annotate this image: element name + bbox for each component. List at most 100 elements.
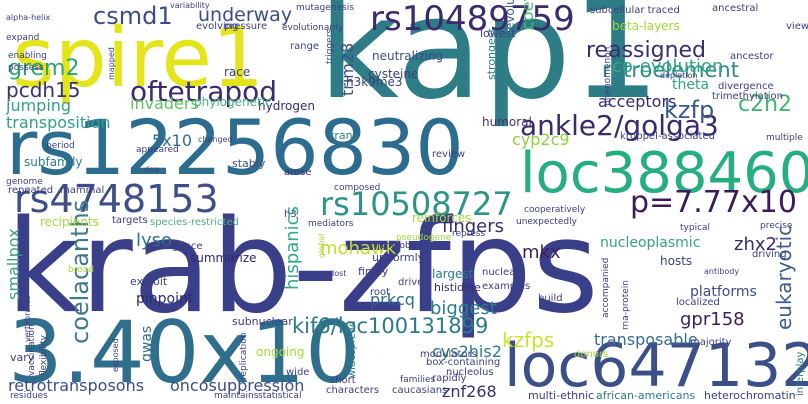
word: hydrogen: [258, 99, 315, 113]
word: grem2: [8, 56, 80, 81]
word: characters: [326, 385, 380, 396]
word: pcdh15: [6, 78, 81, 102]
word: kap1: [318, 0, 661, 131]
word: antibody: [704, 267, 740, 276]
word: localized: [676, 297, 720, 308]
word: rs10489759: [370, 0, 575, 39]
word: subcellular traced: [590, 5, 680, 16]
word: loc388460: [520, 141, 808, 206]
word: exposed: [111, 338, 120, 372]
word: ongoing: [256, 345, 305, 359]
word: accompanied: [601, 257, 611, 318]
word: emergence: [146, 241, 203, 252]
word: fingers: [442, 216, 505, 237]
word: uniformly: [372, 251, 425, 264]
word: finely: [358, 265, 389, 278]
word: triggers: [325, 28, 335, 64]
word: expand: [6, 33, 40, 43]
word: evolutionary: [503, 0, 517, 30]
word: precise: [760, 221, 793, 231]
word: modulators: [420, 349, 477, 360]
word: vary: [10, 351, 35, 364]
word: cysteine: [368, 67, 419, 81]
word: transposable: [594, 330, 698, 349]
word: repeated: [8, 185, 54, 196]
word: heterochromatin: [704, 389, 796, 402]
word: retroelement: [602, 58, 739, 82]
word: genome: [6, 177, 43, 187]
word: pinpoint: [136, 291, 194, 307]
word: biggest: [430, 298, 497, 319]
word: histidine: [434, 281, 481, 294]
word: typical: [680, 223, 711, 233]
word: prkcq: [370, 290, 415, 309]
word: lyso: [136, 230, 173, 251]
word: families: [400, 375, 436, 385]
word: theta: [672, 77, 710, 93]
word: repress: [452, 229, 486, 239]
word: recipients: [40, 215, 99, 229]
word: review: [432, 149, 466, 160]
word: reassigned: [586, 38, 707, 63]
word: oftetrapod: [130, 75, 278, 108]
word: wide: [286, 367, 310, 378]
word: stably: [232, 157, 266, 170]
word: residues: [10, 391, 48, 401]
word: retrotransposons: [8, 376, 145, 395]
word: rs4748153: [14, 177, 219, 221]
word: root: [370, 287, 391, 298]
word: eukaryotic: [772, 224, 796, 330]
word: view: [786, 21, 808, 32]
word: epigenetic: [348, 301, 390, 310]
word: race: [224, 65, 251, 79]
word: krab-zfps: [6, 193, 599, 342]
word: pressure: [224, 21, 268, 32]
word: depletion: [660, 71, 698, 80]
word: mediators: [308, 219, 354, 229]
word: global: [317, 233, 326, 258]
word: loc647132: [504, 331, 808, 401]
word: humoral: [482, 115, 532, 129]
word: multiple: [766, 133, 803, 143]
word: kzfp: [664, 96, 715, 124]
word: 5x10: [152, 131, 193, 150]
word: lowest: [480, 27, 516, 40]
word: examples: [482, 281, 531, 292]
word: cyp2c9: [512, 130, 570, 149]
word: gpr158: [680, 309, 745, 330]
word: evolving: [196, 21, 239, 32]
word: mkx: [522, 242, 561, 263]
word: period: [46, 141, 75, 151]
word: arms: [172, 267, 198, 278]
word: p=7.77x10: [630, 185, 797, 220]
word: underway: [198, 4, 293, 26]
word: cooperatively: [524, 205, 586, 215]
word: largest: [432, 267, 474, 281]
word: species-restricted: [150, 217, 239, 228]
word: homeobox: [374, 241, 422, 251]
word: nucleoplasmic: [600, 235, 701, 251]
word: oncosuppression: [170, 376, 305, 395]
word: statistical: [258, 391, 302, 401]
word: ankle2/golga3: [520, 109, 719, 142]
word: flexibility: [39, 335, 49, 376]
word: majority: [690, 337, 732, 348]
word: jumping: [6, 96, 72, 115]
word: neutralizing: [372, 49, 444, 63]
word: zhx2: [734, 234, 777, 255]
word: phenomenon: [603, 46, 613, 106]
word: changed: [198, 135, 233, 144]
word: dna: [144, 165, 160, 174]
word: acceptors: [598, 92, 677, 111]
word: caucasians: [392, 385, 448, 396]
word: kzfps: [502, 328, 555, 352]
word: maintains: [214, 391, 259, 401]
word: reinforces: [412, 211, 472, 225]
word: summarize: [190, 251, 257, 265]
word: ancestor: [730, 51, 774, 62]
word: gwas: [139, 325, 155, 362]
word: strongest: [485, 28, 498, 80]
word: rs10508727: [320, 185, 513, 223]
word: invaders: [130, 94, 199, 113]
word: appeared: [136, 145, 179, 155]
